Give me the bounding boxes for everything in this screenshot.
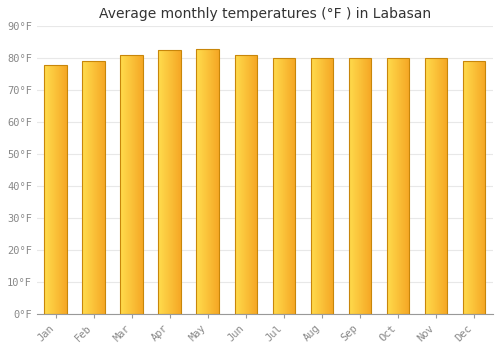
Bar [348,58,372,314]
Bar [462,61,485,314]
Bar [272,58,295,314]
Bar [120,55,144,314]
Bar [424,58,448,314]
Bar [310,58,334,314]
Bar [158,50,182,314]
Bar [44,65,67,314]
Bar [234,55,258,314]
Bar [386,58,409,314]
Title: Average monthly temperatures (°F ) in Labasan: Average monthly temperatures (°F ) in La… [99,7,431,21]
Bar [82,61,105,314]
Bar [196,49,220,314]
